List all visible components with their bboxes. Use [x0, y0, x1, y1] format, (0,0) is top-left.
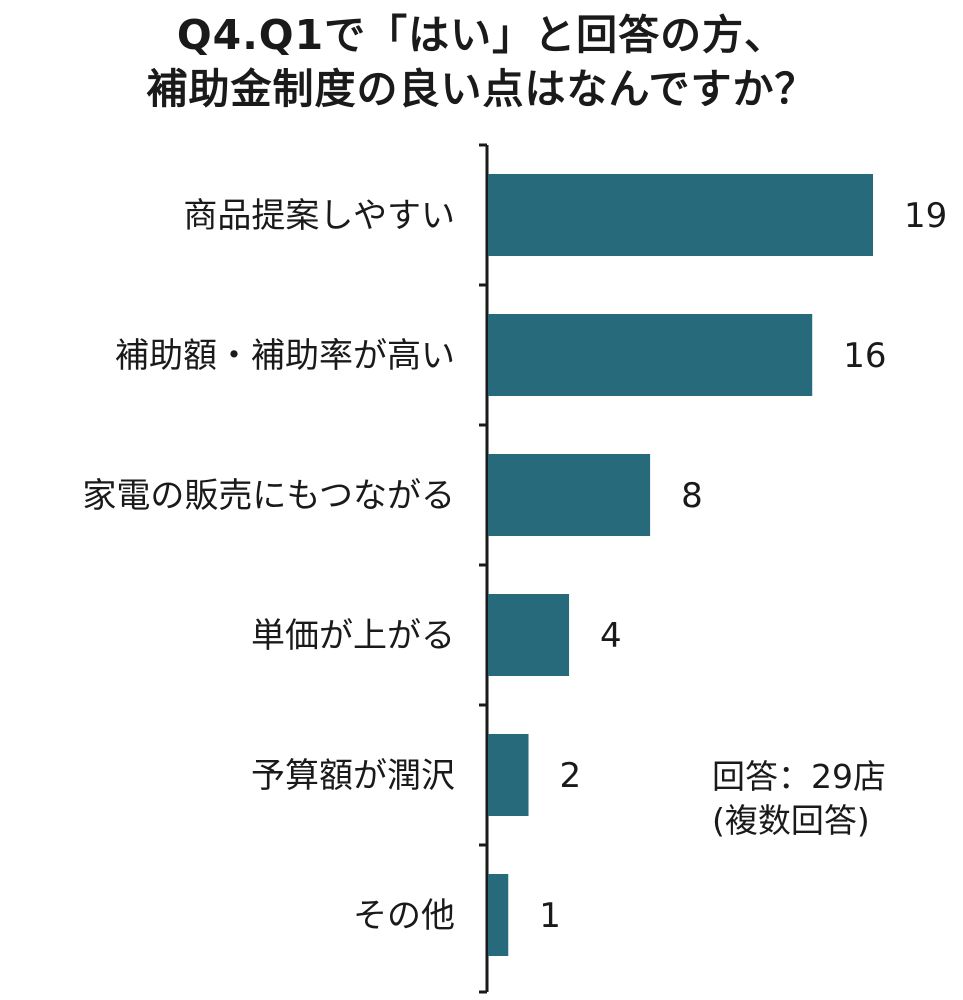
respondent-note: 回答：29店 (複数回答)	[712, 755, 886, 843]
bar	[488, 174, 873, 256]
bar	[488, 874, 509, 956]
category-label: その他	[353, 896, 455, 936]
category-label: 家電の販売にもつながる	[82, 476, 455, 516]
bar	[488, 594, 570, 676]
respondent-count: 回答：29店	[712, 757, 886, 796]
data-label: 8	[681, 476, 703, 516]
data-label: 2	[560, 756, 582, 796]
category-label: 商品提案しやすい	[183, 196, 455, 236]
chart-title-line-1: Q4.Q1で「はい」と回答の方、	[176, 11, 787, 59]
data-label: 16	[843, 336, 886, 376]
data-label: 4	[600, 616, 622, 656]
bar	[488, 314, 813, 396]
category-label: 単価が上がる	[251, 616, 455, 656]
category-label: 補助額・補助率が高い	[115, 336, 455, 376]
bar	[488, 454, 651, 536]
data-label: 19	[904, 196, 947, 236]
category-label: 予算額が潤沢	[251, 756, 455, 796]
chart-title-line-2: 補助金制度の良い点はなんですか？	[146, 65, 817, 113]
multiple-answer-note: (複数回答)	[712, 801, 870, 840]
bar	[488, 734, 529, 816]
data-label: 1	[539, 896, 561, 936]
chart-title: Q4.Q1で「はい」と回答の方、 補助金制度の良い点はなんですか？	[0, 8, 963, 116]
